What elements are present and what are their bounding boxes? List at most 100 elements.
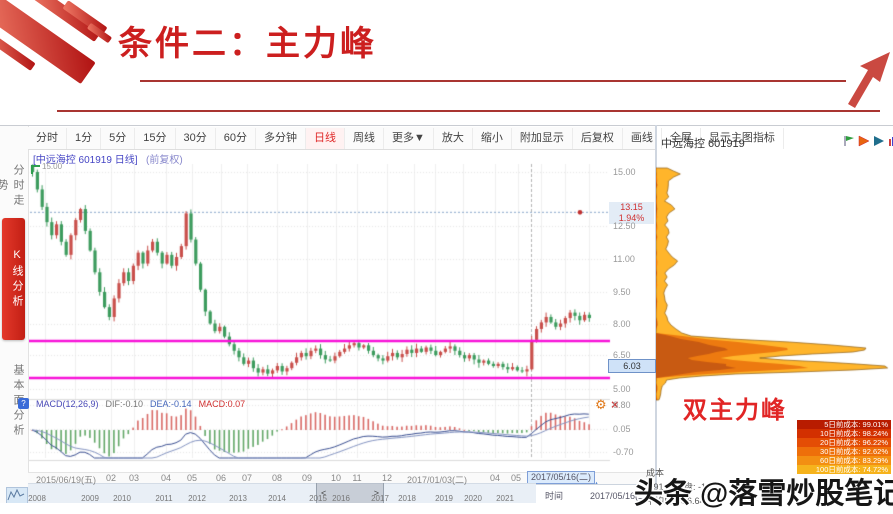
page-title: 条件二：主力峰	[118, 25, 377, 63]
toolbar-button-分时[interactable]: 分时	[28, 127, 67, 149]
macd-dif-value: DIF:-0.10	[105, 398, 144, 409]
macd-header: ? MACD(12,26,9) DIF:-0.10 DEA:-0.14 MACD…	[18, 398, 245, 409]
navigator-left-arrow-icon[interactable]: <	[321, 488, 327, 498]
navigator-right-arrow-icon[interactable]: >	[373, 488, 379, 498]
navigator-year: 2021	[496, 494, 514, 503]
toolbar-button-1分[interactable]: 1分	[67, 127, 102, 149]
toolbar-button-15分[interactable]: 15分	[135, 127, 176, 149]
rp-footer-line2: 5.91 获利盘: -10	[646, 482, 712, 492]
date-tick: 04	[489, 473, 501, 483]
sidebar-tab-K线分析[interactable]: K线分析	[2, 218, 25, 340]
date-tick: 03	[128, 473, 140, 483]
close-indicator-icon[interactable]: ×	[611, 397, 619, 412]
cost-row: 5日前成本: 99.01%	[797, 420, 891, 429]
date-tick: 05	[186, 473, 198, 483]
price-tick: 11.00	[613, 254, 635, 264]
selected-date-label: 2017/05/16(二)	[527, 471, 596, 484]
toolbar-right: 附加显示 后复权 画线 全屏 显示主图指标	[512, 127, 784, 149]
price-tick: -0.70	[613, 447, 634, 457]
left-sidebar: 分时走势K线分析基本面分析	[0, 126, 29, 514]
toolbar-button-缩小[interactable]: 缩小	[473, 127, 512, 149]
navigator-selection[interactable]: < >	[316, 483, 384, 503]
date-tick: 12	[381, 473, 393, 483]
date-tick: 07	[241, 473, 253, 483]
toolbar-button-附加显示[interactable]: 附加显示	[512, 127, 573, 149]
green-flag-icon[interactable]	[843, 135, 855, 147]
cost-distribution-table: 5日前成本: 99.01% 10日前成本: 98.24% 20日前成本: 96.22…	[797, 420, 891, 474]
adjust-mode-label: (前复权)	[146, 155, 183, 166]
macd-dea-value: DEA:-0.14	[150, 398, 192, 409]
date-axis	[28, 472, 655, 484]
sidebar-tab-分时走势[interactable]: 分时走势	[0, 163, 24, 209]
mini-chart-icon[interactable]	[6, 487, 28, 506]
settings-gear-icon[interactable]: ⚙	[595, 397, 607, 412]
cost-row: 100日前成本: 74.72%	[797, 465, 891, 474]
date-tick: 09	[301, 473, 313, 483]
toolbar-button-全屏[interactable]: 全屏	[662, 127, 701, 149]
navigator-year: 2016	[332, 494, 350, 503]
macd-value: MACD:0.07	[198, 398, 246, 409]
toolbar-button-5分[interactable]: 5分	[101, 127, 136, 149]
price-tick: 9.50	[613, 287, 631, 297]
toolbar-button-60分[interactable]: 60分	[216, 127, 256, 149]
date-tick: 2015/06/19(五)	[35, 475, 97, 485]
macd-formula-label: MACD(12,26,9)	[36, 398, 99, 409]
flag-icons	[843, 135, 893, 147]
first-candle-marker	[31, 165, 40, 174]
date-tick: 2017/01/03(二)	[406, 475, 468, 485]
corner-arrow-decoration	[848, 52, 890, 108]
main-chart-canvas[interactable]	[28, 150, 655, 472]
toolbar-button-后复权[interactable]: 后复权	[573, 127, 623, 149]
rp-footer-line3: 平均成本: 6.64	[646, 496, 705, 506]
navigator-year: 2013	[229, 494, 247, 503]
ref-change-label: 1.94%	[609, 213, 654, 224]
price-tick: 5.00	[613, 384, 631, 394]
toolbar-button-画线[interactable]: 画线	[623, 127, 662, 149]
rp-footer-line1: 成本	[646, 468, 665, 478]
chart-instrument-label: [中远海控 601919 日线]	[33, 155, 138, 166]
cost-row: 20日前成本: 96.22%	[797, 438, 891, 447]
toolbar-button-多分钟[interactable]: 多分钟	[256, 127, 306, 149]
timeline-navigator[interactable]	[28, 483, 536, 504]
teal-arrow-icon[interactable]	[873, 135, 885, 147]
date-tick: 08	[271, 473, 283, 483]
mini-bars-icon[interactable]	[888, 136, 893, 147]
toolbar-button-周线[interactable]: 周线	[345, 127, 384, 149]
toolbar-button-日线[interactable]: 日线	[306, 127, 345, 149]
navigator-year: 2019	[435, 494, 453, 503]
crosshair-price-label: 6.03	[608, 359, 656, 373]
watermark-text: 头条 @落雪炒股笔记	[634, 478, 893, 510]
toolbar-button-放大[interactable]: 放大	[434, 127, 473, 149]
price-tick: 15.00	[613, 167, 636, 177]
date-tick: 02	[105, 473, 117, 483]
cost-row: 60日前成本: 83.29%	[797, 456, 891, 465]
bottom-menu-strip: K线训练 中线绝杀短线绝杀庄家防线点位迭加相似迭加黑马三线龙头启动粘合方法大小成…	[0, 503, 893, 514]
orange-arrow-icon[interactable]	[858, 135, 870, 147]
navigator-year: 2011	[155, 494, 173, 503]
top-toolbar: 分时 1分 5分 15分 30分 60分 多分钟 日线 周线 更多▼ 放大 缩小 附加显示 后复权 画线全…	[28, 127, 784, 150]
navigator-year: 2008	[28, 494, 46, 503]
help-icon[interactable]: ?	[18, 398, 29, 409]
toolbar-button-显示主图指标[interactable]: 显示主图指标	[701, 127, 784, 149]
price-tick: 6.50	[613, 350, 631, 360]
title-underline-2	[57, 110, 880, 112]
navigator-year: 2018	[398, 494, 416, 503]
high-price-marker-label: 15.00	[42, 162, 63, 171]
toolbar-button-30分[interactable]: 30分	[176, 127, 216, 149]
toolbar-button-更多▼[interactable]: 更多▼	[384, 127, 434, 149]
date-tick: 10	[330, 473, 342, 483]
date-tick: 05	[510, 473, 522, 483]
ref-price-label: 13.15	[609, 202, 654, 213]
navigator-year: 2012	[188, 494, 206, 503]
price-tick: 0.05	[613, 424, 631, 434]
info-time-label: 时间	[545, 491, 564, 501]
price-tick: 0.80	[613, 400, 631, 410]
info-time-value: 2017/05/16(二)	[589, 491, 650, 501]
date-tick: 04	[160, 473, 172, 483]
cost-row: 10日前成本: 98.24%	[797, 429, 891, 438]
cost-row: 30日前成本: 92.62%	[797, 447, 891, 456]
double-peak-label: 双主力峰	[683, 397, 787, 424]
navigator-year: 2015	[309, 494, 327, 503]
title-underline-1	[140, 80, 846, 82]
